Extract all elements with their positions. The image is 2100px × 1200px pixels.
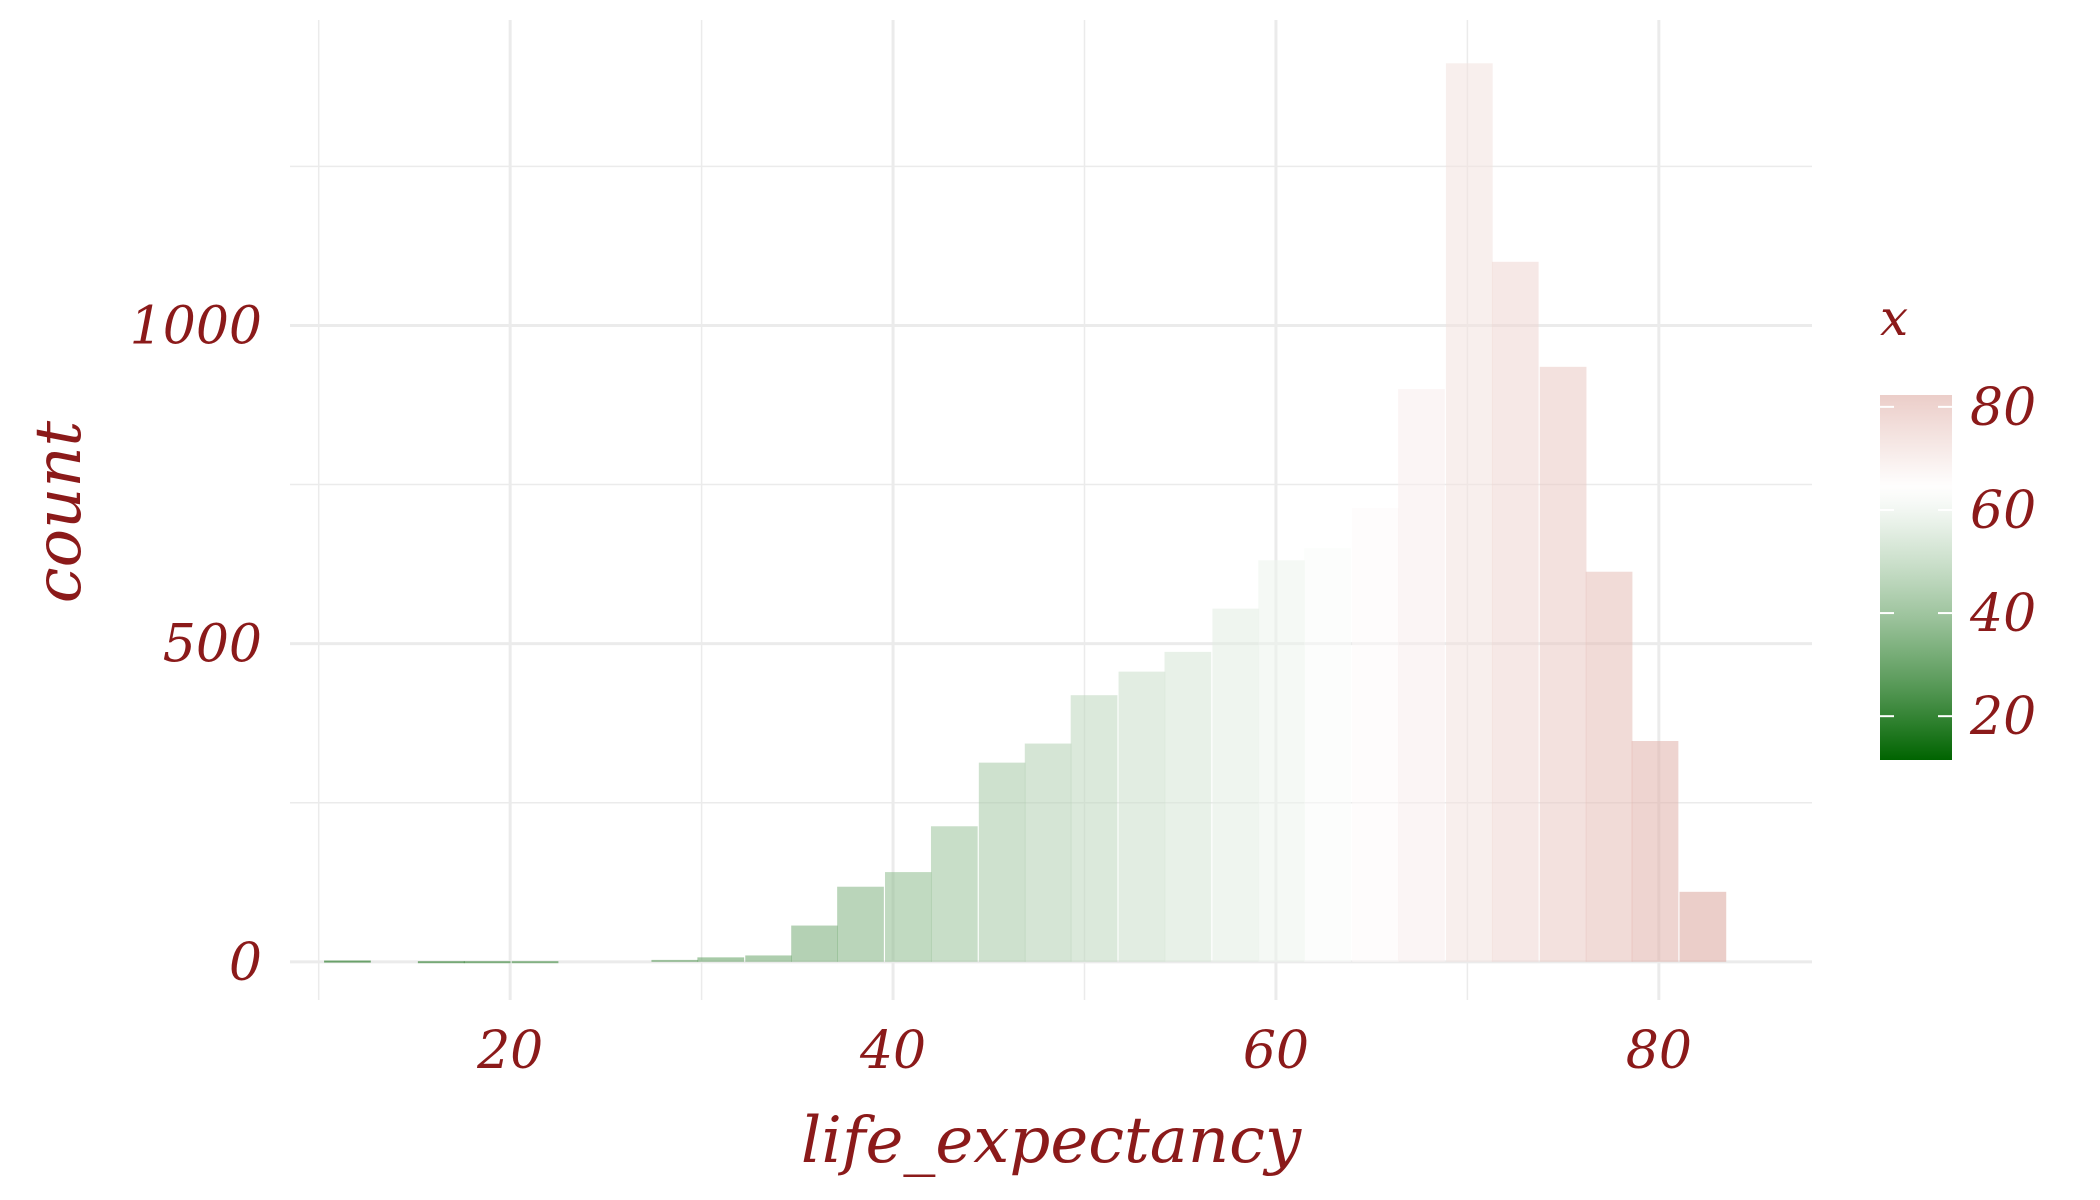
histogram-bar: [885, 872, 932, 962]
histogram-bar: [745, 955, 792, 962]
histogram-bar: [978, 762, 1026, 962]
x-tick-label: 20: [476, 1021, 543, 1081]
histogram-bar: [1212, 608, 1260, 962]
y-axis-tick-labels: 0 500 1000: [130, 296, 262, 992]
colorbar-tick-label: 60: [1970, 481, 2036, 541]
histogram-bar: [1118, 671, 1166, 962]
y-tick-label: 500: [163, 615, 262, 675]
histogram-bar: [417, 961, 465, 964]
histogram-bar: [791, 925, 838, 962]
x-tick-label: 80: [1626, 1021, 1692, 1081]
histogram-bar: [1352, 508, 1399, 962]
histogram-bar: [1164, 651, 1212, 962]
x-axis-title: life_expectancy: [801, 1104, 1302, 1178]
histogram-bar: [1070, 695, 1118, 962]
x-tick-label: 60: [1243, 1021, 1309, 1081]
histogram-bar: [1491, 261, 1539, 962]
x-tick-label: 40: [859, 1021, 926, 1081]
y-axis-title: count: [22, 420, 96, 603]
histogram-bar: [1304, 548, 1351, 962]
histogram-bar: [324, 960, 371, 963]
histogram-bar: [930, 826, 978, 962]
histogram-bar: [837, 886, 884, 962]
colorbar-tick-label: 80: [1970, 378, 2036, 438]
histogram-bars: [324, 63, 1727, 964]
histogram-bar: [1585, 571, 1633, 962]
histogram-bar: [1258, 560, 1306, 962]
y-tick-label: 0: [229, 933, 262, 993]
histogram-bar: [1631, 741, 1679, 962]
colorbar-gradient: [1880, 395, 1952, 760]
histogram-bar: [1024, 743, 1072, 962]
colorbar-title: x: [1880, 289, 1908, 347]
histogram-bar: [463, 961, 511, 964]
histogram-bar: [511, 961, 559, 964]
histogram-bar: [1398, 389, 1445, 962]
histogram-bar: [651, 959, 699, 962]
y-tick-label: 1000: [130, 296, 262, 356]
x-axis-tick-labels: 20 40 60 80: [476, 1021, 1692, 1081]
histogram-bar: [1539, 366, 1587, 962]
colorbar-tick-label: 20: [1969, 687, 2036, 747]
colorbar-legend: x 20 40 60 80: [1880, 289, 2036, 760]
histogram-bar: [1679, 891, 1727, 962]
colorbar-ticks: 20 40 60 80: [1880, 378, 2036, 747]
histogram-bar: [697, 957, 745, 962]
colorbar-tick-label: 40: [1969, 584, 2036, 644]
histogram-bar: [1445, 63, 1493, 962]
